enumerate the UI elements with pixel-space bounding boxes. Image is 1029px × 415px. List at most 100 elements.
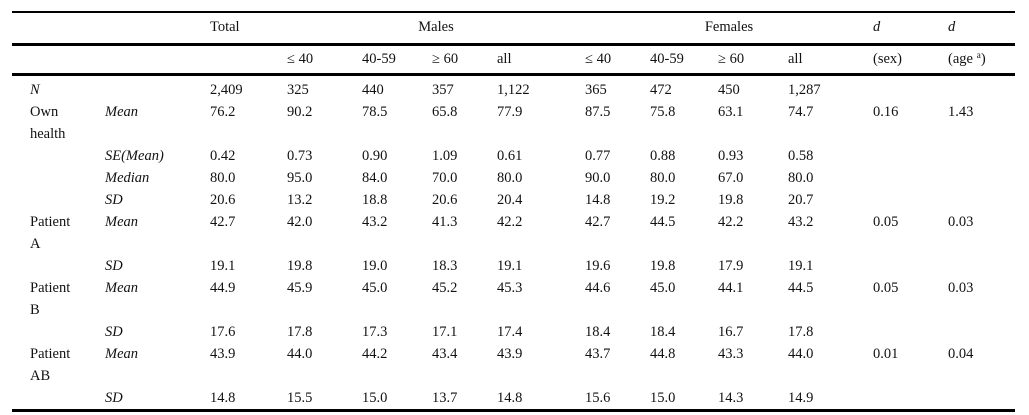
cell-value: 44.1 xyxy=(718,279,744,296)
cell-value: 0.73 xyxy=(287,147,313,164)
cell-value: 0.03 xyxy=(948,279,974,296)
cell-value: 45.2 xyxy=(432,279,458,296)
cell-value: 14.8 xyxy=(210,389,236,406)
cell-value: 0.01 xyxy=(873,345,899,362)
cell-value: 15.6 xyxy=(585,389,611,406)
cell-value: 76.2 xyxy=(210,103,236,120)
cell-value: 67.0 xyxy=(718,169,744,186)
cell-value: 42.0 xyxy=(287,213,313,230)
cell-value: 0.61 xyxy=(497,147,523,164)
cell-value: 0.58 xyxy=(788,147,814,164)
subcolumn-total-empty xyxy=(210,44,287,74)
header-group-row: Total Males Females d d xyxy=(12,12,1016,44)
cell-value: 44.9 xyxy=(210,279,236,296)
cell-value: 17.8 xyxy=(788,323,814,340)
table-row: Patient AB Mean 43.9 44.0 44.2 43.4 43.9 43.7 44… xyxy=(12,343,1015,387)
cell-value: 0.88 xyxy=(650,147,676,164)
row-statistic-label: SE(Mean) xyxy=(105,147,164,164)
column-header-d-age: d xyxy=(948,19,956,36)
cell-value: 18.3 xyxy=(432,257,458,274)
table-body: N 2,409 325 440 357 1,122 365 472 450 1,287 Own he… xyxy=(12,74,1015,410)
cell-value xyxy=(873,145,948,167)
cell-value: 77.9 xyxy=(497,103,523,120)
cell-value xyxy=(948,387,1015,411)
row-group-label: Patient AB xyxy=(30,345,71,384)
table-row: Own health Mean 76.2 90.2 78.5 65.8 77.9 87.5 75… xyxy=(12,101,1015,145)
cell-value: 74.7 xyxy=(788,103,814,120)
cell-value: 43.7 xyxy=(585,345,611,362)
cell-value: 325 xyxy=(287,81,309,98)
cell-value: 20.7 xyxy=(788,191,814,208)
row-group-label xyxy=(12,255,105,277)
cell-value: 17.6 xyxy=(210,323,236,340)
cell-value: 45.0 xyxy=(362,279,388,296)
row-statistic-label: Mean xyxy=(105,345,139,362)
cell-value: 17.9 xyxy=(718,257,744,274)
row-group-label: Patient B xyxy=(30,279,71,318)
cell-value: 80.0 xyxy=(210,169,236,186)
subcolumn-females-ge60: ≥ 60 xyxy=(718,50,745,67)
header-empty-cell xyxy=(12,12,210,44)
cell-value: 45.3 xyxy=(497,279,523,296)
cell-value: 0.77 xyxy=(585,147,611,164)
subcolumn-males-40-59: 40-59 xyxy=(362,50,396,67)
cell-value xyxy=(948,74,1015,101)
cell-value: 44.8 xyxy=(650,345,676,362)
row-statistic-label: SD xyxy=(105,257,123,274)
cell-value: 43.9 xyxy=(210,345,236,362)
cell-value xyxy=(873,321,948,343)
cell-value: 44.6 xyxy=(585,279,611,296)
table-row: SE(Mean) 0.42 0.73 0.90 1.09 0.61 0.77 0.88 0.93… xyxy=(12,145,1015,167)
cell-value: 43.2 xyxy=(788,213,814,230)
cell-value: 15.0 xyxy=(362,389,388,406)
cell-value: 80.0 xyxy=(497,169,523,186)
cell-value: 19.1 xyxy=(210,257,236,274)
cell-value: 15.5 xyxy=(287,389,313,406)
cell-value: 87.5 xyxy=(585,103,611,120)
cell-value: 44.2 xyxy=(362,345,388,362)
subcolumn-males-le40: ≤ 40 xyxy=(287,50,314,67)
cell-value: 19.1 xyxy=(788,257,814,274)
cell-value: 45.9 xyxy=(287,279,313,296)
cell-value: 1,122 xyxy=(497,81,530,98)
header-empty-cell xyxy=(12,44,210,74)
row-statistic-label: Mean xyxy=(105,213,139,230)
cell-value: 0.42 xyxy=(210,147,236,164)
cell-value: 19.8 xyxy=(718,191,744,208)
cell-value: 43.4 xyxy=(432,345,458,362)
table-row: SD 14.8 15.5 15.0 13.7 14.8 15.6 15.0 14.3 14.9 xyxy=(12,387,1015,411)
cell-value xyxy=(948,145,1015,167)
cell-value: 14.8 xyxy=(585,191,611,208)
cell-value: 20.6 xyxy=(210,191,236,208)
cell-value: 75.8 xyxy=(650,103,676,120)
cell-value: 13.2 xyxy=(287,191,313,208)
cell-value: 84.0 xyxy=(362,169,388,186)
cell-value xyxy=(873,387,948,411)
subcolumn-females-all: all xyxy=(788,50,803,67)
cell-value: 17.4 xyxy=(497,323,523,340)
subcolumn-d-sex: (sex) xyxy=(873,50,903,67)
cell-value: 90.0 xyxy=(585,169,611,186)
cell-value: 0.04 xyxy=(948,345,974,362)
table-row: N 2,409 325 440 357 1,122 365 472 450 1,287 xyxy=(12,74,1015,101)
subcolumn-females-le40: ≤ 40 xyxy=(585,50,612,67)
cell-value: 90.2 xyxy=(287,103,313,120)
statistics-table-container: Total Males Females d d ≤ 40 40-59 ≥ 60 … xyxy=(12,11,1016,412)
subcolumn-females-40-59: 40-59 xyxy=(650,50,684,67)
cell-value: 18.4 xyxy=(585,323,611,340)
cell-value: 1.43 xyxy=(948,103,974,120)
cell-value: 19.2 xyxy=(650,191,676,208)
age-note-close: ) xyxy=(980,50,986,67)
column-header-d-sex: d xyxy=(873,19,881,36)
cell-value: 42.7 xyxy=(585,213,611,230)
cell-value: 70.0 xyxy=(432,169,458,186)
column-header-total: Total xyxy=(210,19,240,36)
cell-value: 19.6 xyxy=(585,257,611,274)
cell-value xyxy=(948,167,1015,189)
cell-value: 44.0 xyxy=(287,345,313,362)
cell-value: 1,287 xyxy=(788,81,821,98)
cell-value: 14.3 xyxy=(718,389,744,406)
cell-value: 17.3 xyxy=(362,323,388,340)
cell-value: 19.8 xyxy=(287,257,313,274)
footnote-marker-a: a xyxy=(976,50,981,61)
